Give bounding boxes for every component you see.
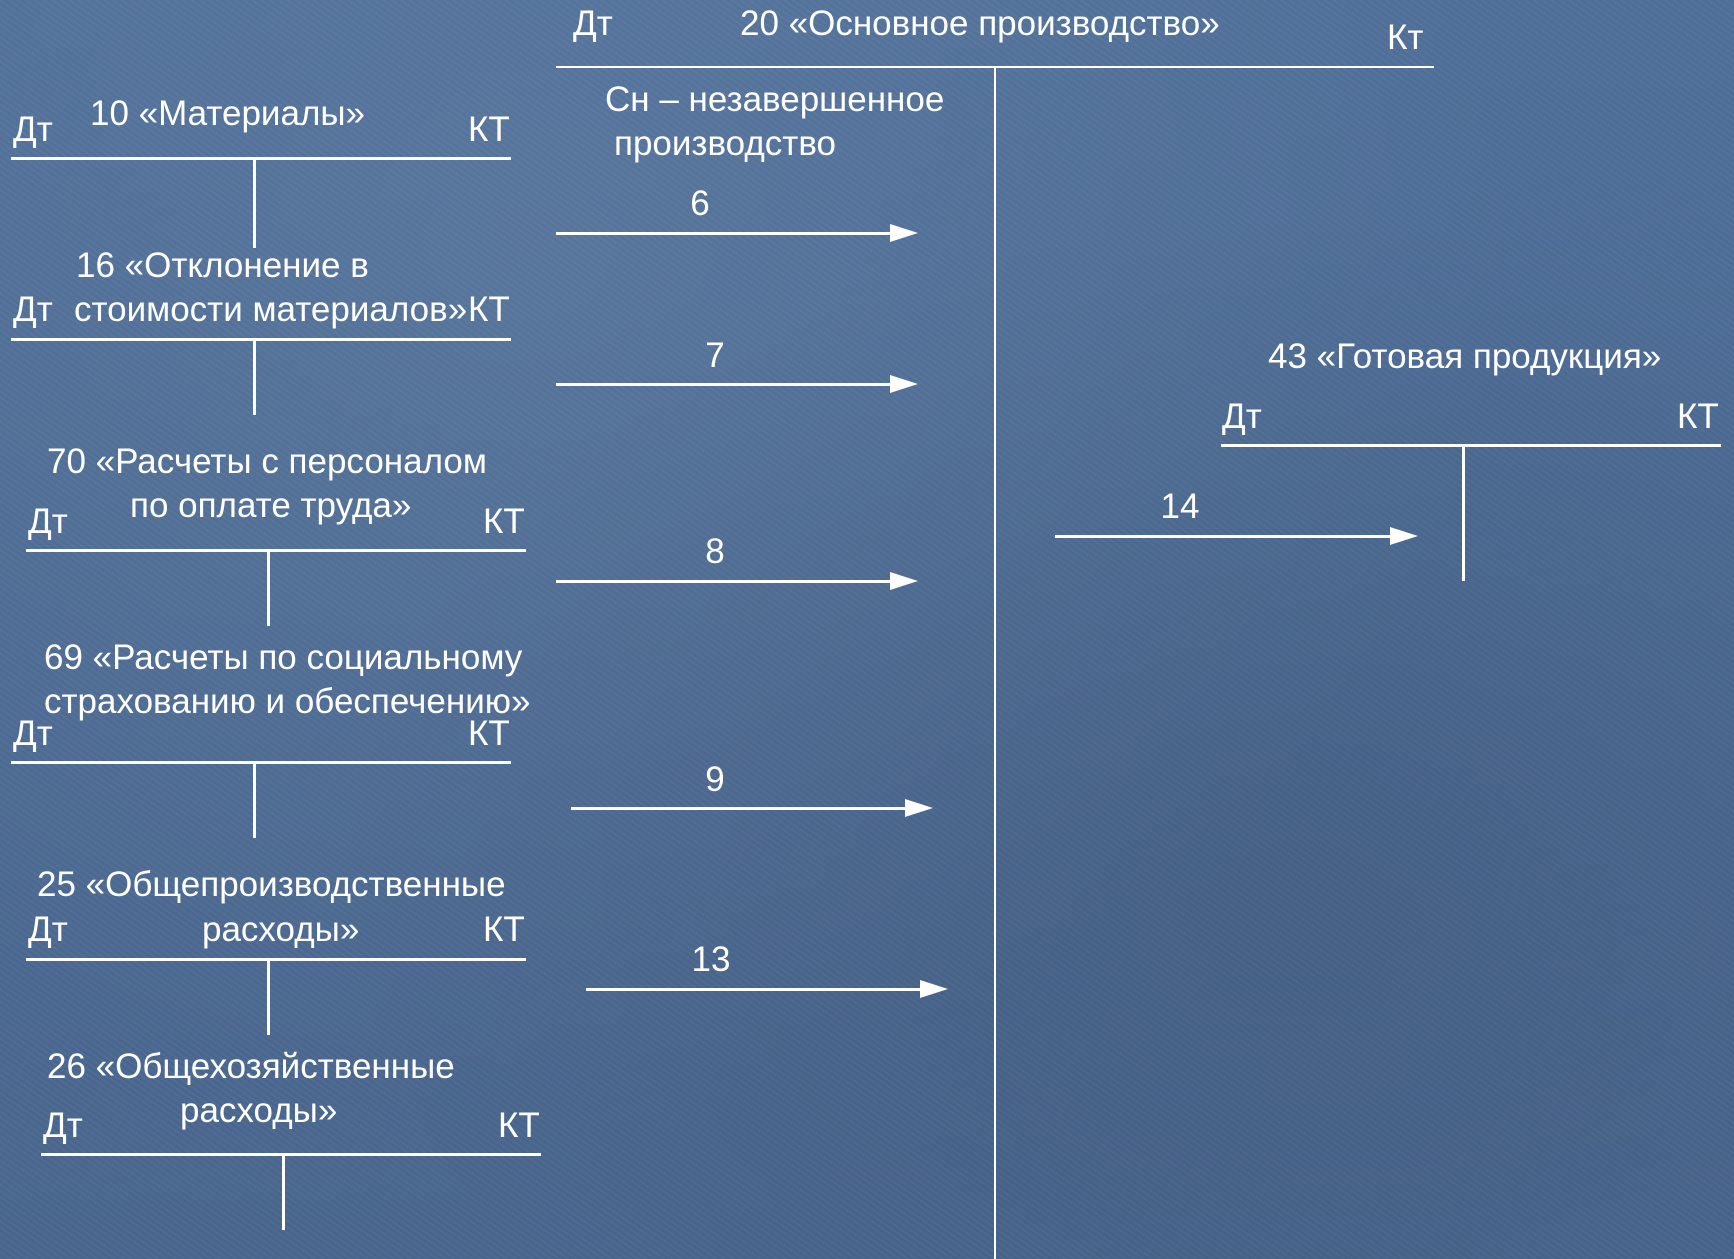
arrow-line xyxy=(556,572,918,590)
account-title: 25 «Общепроизводственные xyxy=(37,865,506,904)
account-kt-label: КТ xyxy=(468,290,510,329)
account-title-line2: по оплате труда» xyxy=(130,486,412,525)
account-dt-label: Дт xyxy=(28,502,68,541)
opening-balance-line1: Сн – незавершенное xyxy=(605,80,945,119)
arrow-line xyxy=(556,375,918,393)
account-vertical-line xyxy=(267,959,270,1035)
account-title: 16 «Отклонение в xyxy=(76,246,369,285)
arrow-line xyxy=(571,799,933,817)
account-title-line2: страхованию и обеспечению» xyxy=(44,682,531,721)
account-vertical-line xyxy=(253,158,256,248)
account-vertical-line xyxy=(253,762,256,838)
account-title: 69 «Расчеты по социальному xyxy=(44,638,523,677)
main-account-kt-label: Кт xyxy=(1387,18,1424,57)
opening-balance-line2: производство xyxy=(614,124,836,163)
account-dt-label: Дт xyxy=(1222,397,1262,436)
account-horizontal-line xyxy=(26,958,526,961)
account-dt-label: Дт xyxy=(13,290,53,329)
account-horizontal-line xyxy=(11,761,511,764)
arrow-line xyxy=(556,224,918,242)
account-title-line2: расходы» xyxy=(180,1091,338,1130)
arrow-label: 7 xyxy=(705,336,725,375)
arrow-label: 13 xyxy=(691,940,731,979)
arrow-line xyxy=(586,980,948,998)
account-title: 70 «Расчеты с персоналом xyxy=(47,442,487,481)
account-vertical-line xyxy=(267,550,270,626)
account-kt-label: КТ xyxy=(498,1106,540,1145)
account-dt-label: Дт xyxy=(13,714,53,753)
account-horizontal-line xyxy=(11,338,511,341)
arrow-label: 14 xyxy=(1160,487,1200,526)
account-dt-label: Дт xyxy=(13,110,53,149)
account-horizontal-line xyxy=(26,549,526,552)
account-vertical-line xyxy=(282,1154,285,1230)
main-account-title: 20 «Основное производство» xyxy=(740,4,1220,43)
account-kt-label: КТ xyxy=(468,110,510,149)
arrow-label: 6 xyxy=(690,184,710,223)
account-horizontal-line xyxy=(1221,444,1721,447)
account-title-line2: расходы» xyxy=(202,910,360,949)
arrow-label: 8 xyxy=(705,532,725,571)
account-vertical-line xyxy=(1462,445,1465,581)
account-dt-label: Дт xyxy=(43,1106,83,1145)
account-title: 10 «Материалы» xyxy=(90,94,365,133)
arrow-label: 9 xyxy=(705,760,725,799)
account-kt-label: КТ xyxy=(483,910,525,949)
account-horizontal-line xyxy=(41,1153,541,1156)
main-account-vertical-line xyxy=(994,67,996,1259)
account-dt-label: Дт xyxy=(28,910,68,949)
main-account-dt-label: Дт xyxy=(573,4,613,43)
account-kt-label: КТ xyxy=(1677,397,1719,436)
account-title: 26 «Общехозяйственные xyxy=(47,1047,455,1086)
account-kt-label: КТ xyxy=(468,714,510,753)
account-vertical-line xyxy=(253,339,256,415)
account-title-line2: стоимости материалов» xyxy=(74,290,468,329)
account-horizontal-line xyxy=(11,157,511,160)
account-kt-label: КТ xyxy=(483,502,525,541)
account-title: 43 «Готовая продукция» xyxy=(1268,337,1662,376)
arrow-line xyxy=(1055,527,1418,545)
